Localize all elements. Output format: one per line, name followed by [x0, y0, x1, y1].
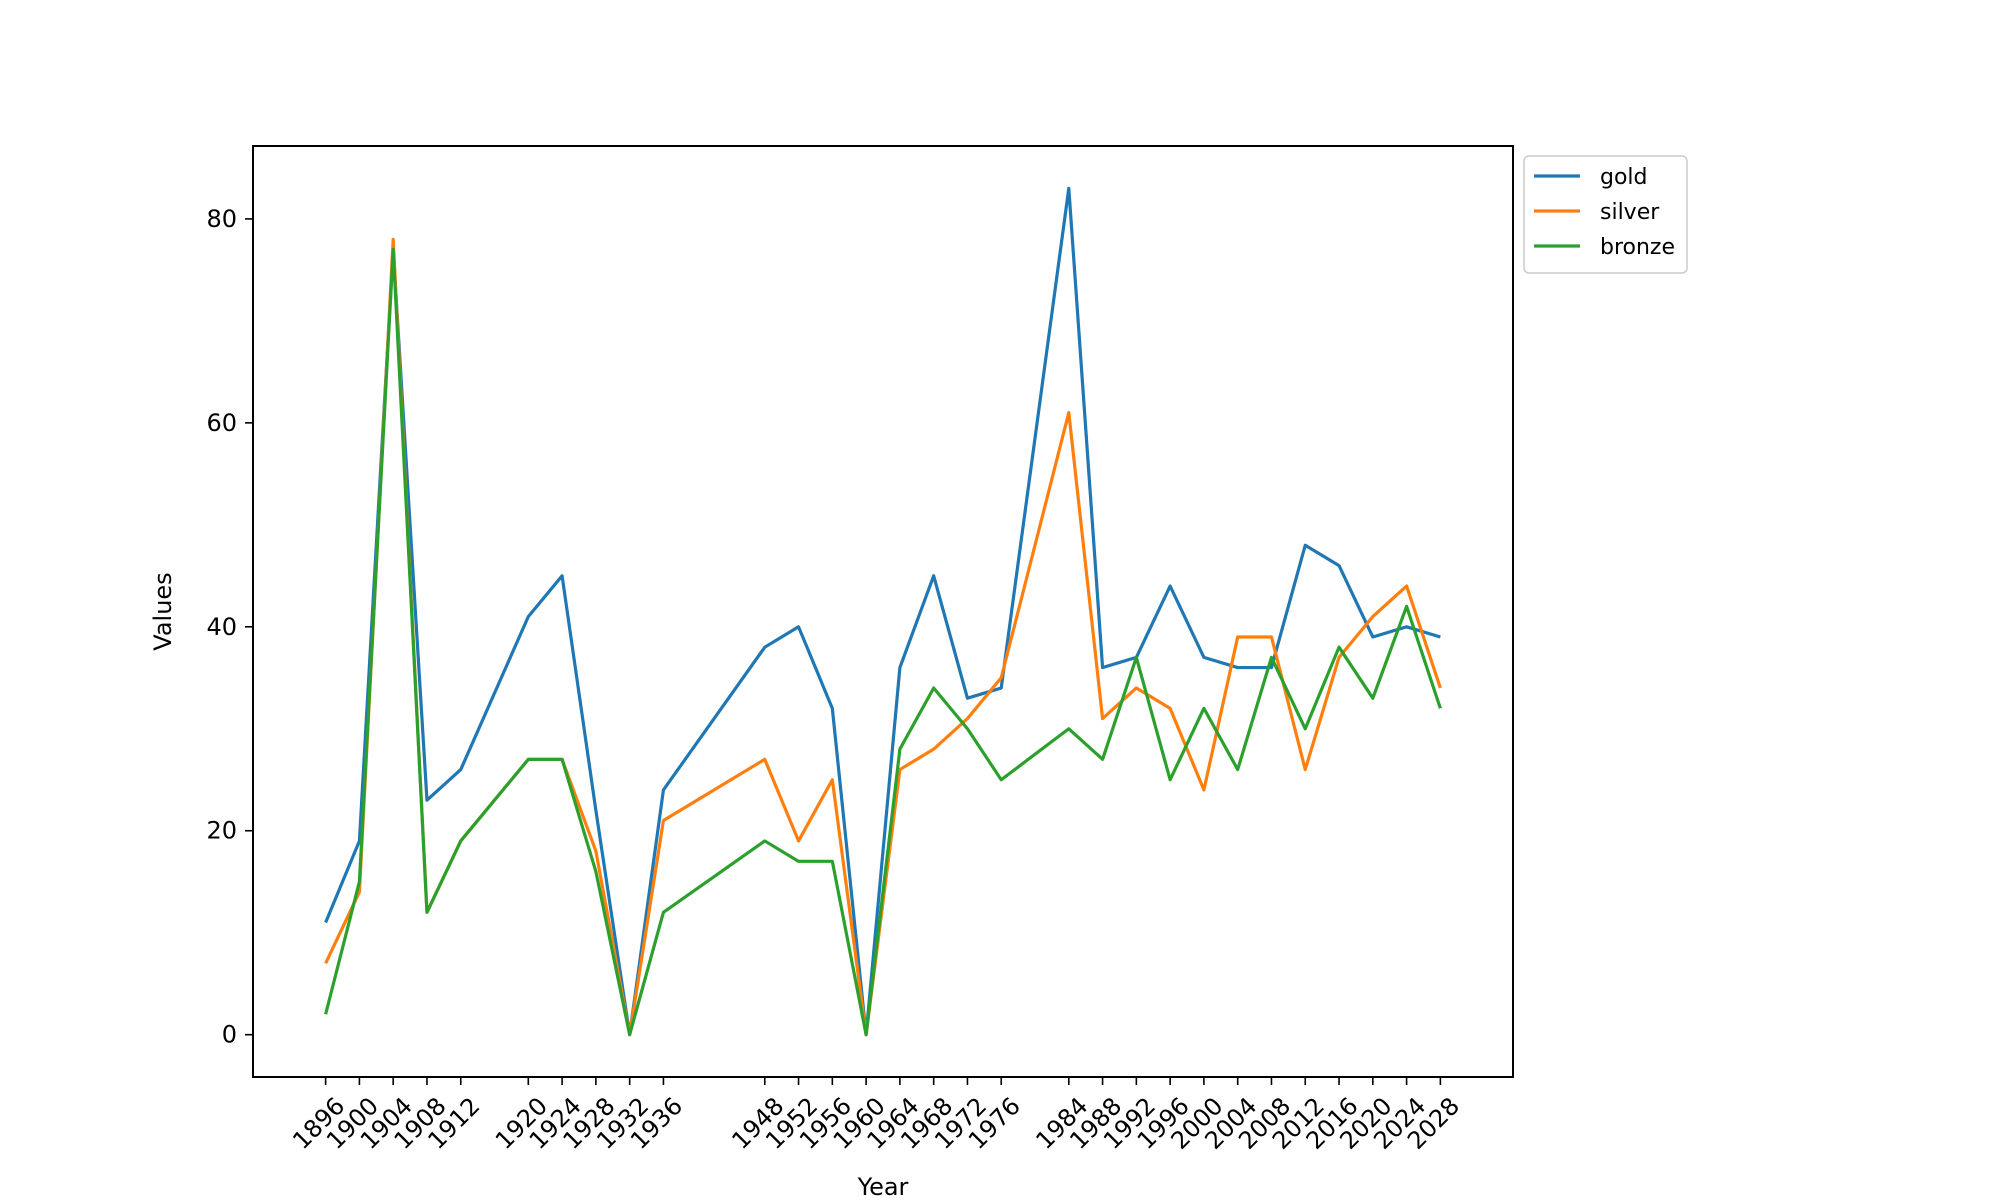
series-line-bronze — [324, 247, 1442, 1037]
legend-label-gold: gold — [1600, 165, 1648, 190]
legend: gold silver bronze — [1523, 155, 1688, 274]
y-tick-label: 0 — [222, 1021, 237, 1049]
x-axis-label: Year — [857, 1173, 909, 1200]
series-line-gold — [324, 186, 1441, 1037]
y-axis-label: Values — [149, 572, 177, 650]
legend-box — [1523, 155, 1688, 274]
y-tick-label: 80 — [206, 205, 237, 233]
legend-label-silver: silver — [1600, 200, 1660, 225]
series-layer — [324, 186, 1442, 1037]
plot-area-frame — [252, 145, 1514, 1078]
y-axis: 0 20 40 60 80 — [206, 205, 253, 1049]
y-tick-label: 60 — [206, 409, 237, 437]
y-tick-label: 40 — [206, 613, 237, 641]
legend-label-bronze: bronze — [1600, 235, 1675, 260]
y-tick-label: 20 — [206, 817, 237, 845]
